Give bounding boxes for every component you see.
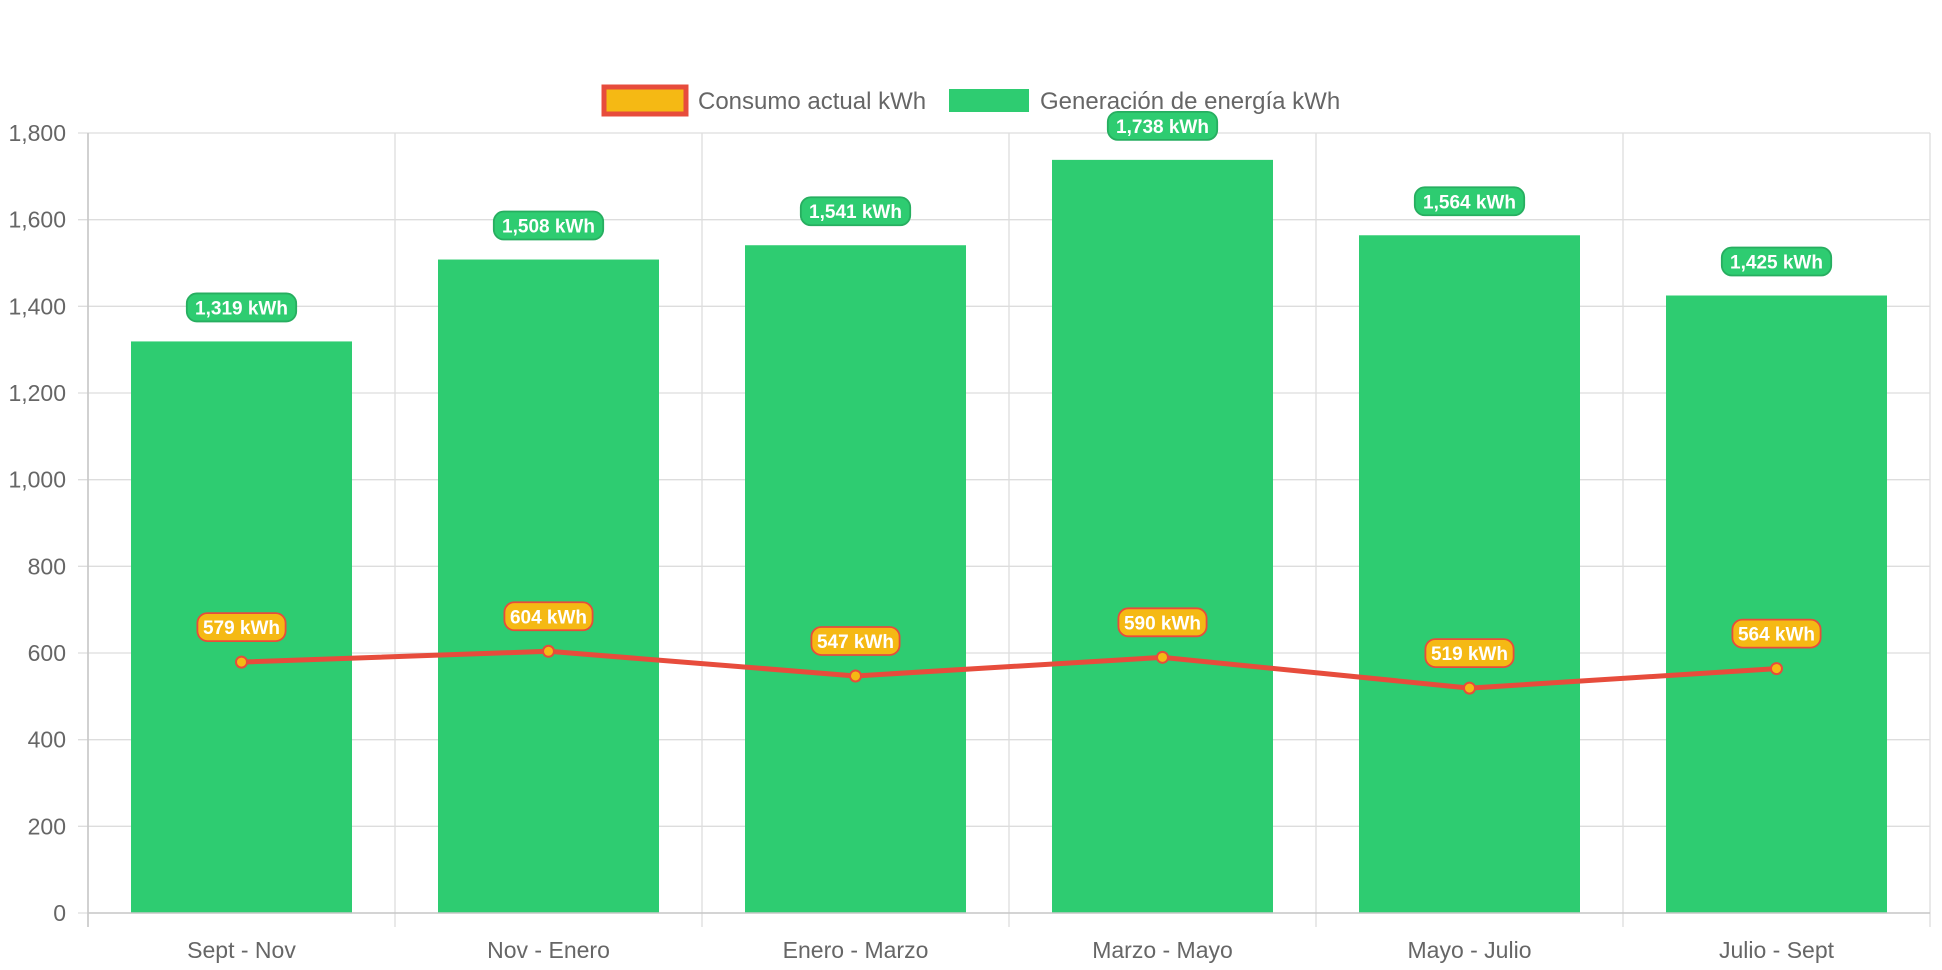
x-tick-label: Nov - Enero <box>487 937 610 963</box>
legend-swatch-consumo[interactable] <box>601 84 689 117</box>
data-label-generacion-box <box>799 196 912 227</box>
data-label-consumo-box <box>503 601 594 632</box>
data-label-consumo: 579 kWh <box>203 618 280 639</box>
axes: 0 200 400 600 800 1,000 1,200 1,400 1,600 1,800 Se… <box>8 120 1930 963</box>
data-label-consumo-box <box>1424 638 1515 668</box>
x-tick-label: Enero - Marzo <box>783 937 929 963</box>
bar-generacion <box>1052 159 1273 913</box>
point-consumo <box>1770 662 1783 676</box>
data-label-generacion-box <box>492 210 605 241</box>
y-tick-label: 1,600 <box>8 207 66 233</box>
point-consumo <box>542 644 555 658</box>
x-tick-label: Julio - Sept <box>1719 937 1835 963</box>
y-tick-label: 1,800 <box>8 120 66 146</box>
data-label-generacion: 1,738 kWh <box>1116 117 1209 138</box>
point-consumo <box>1156 650 1169 664</box>
data-label-generacion: 1,319 kWh <box>195 298 288 319</box>
legend-label-consumo[interactable]: Consumo actual kWh <box>698 88 926 115</box>
data-label-generacion-box <box>1106 110 1219 141</box>
bar-generacion <box>745 245 966 913</box>
point-consumo <box>1463 681 1476 695</box>
y-tick-label: 1,000 <box>8 467 66 493</box>
data-label-generacion: 1,541 kWh <box>809 202 902 223</box>
y-tick-label: 1,400 <box>8 293 66 319</box>
data-label-consumo: 547 kWh <box>817 632 894 653</box>
data-label-generacion-box <box>185 292 298 323</box>
point-consumo <box>235 655 248 669</box>
data-label-consumo-box <box>1117 607 1208 638</box>
line-series <box>235 644 1783 695</box>
bar-generacion <box>438 259 659 913</box>
data-label-consumo: 604 kWh <box>510 607 587 628</box>
data-label-generacion: 1,564 kWh <box>1423 192 1516 213</box>
y-tick-label: 600 <box>28 640 66 666</box>
bar-generacion <box>1359 235 1580 913</box>
data-label-generacion: 1,425 kWh <box>1730 253 1823 274</box>
x-tick-label: Mayo - Julio <box>1408 937 1532 963</box>
legend-swatch-generacion[interactable] <box>949 89 1029 112</box>
data-label-consumo-box <box>196 612 287 642</box>
y-tick-label: 200 <box>28 813 66 839</box>
data-label-consumo: 590 kWh <box>1124 613 1201 634</box>
x-tick-label: Marzo - Mayo <box>1092 937 1233 963</box>
bar-series <box>131 159 1887 913</box>
data-labels: 1,319 kWh 1,508 kWh 1,541 kWh 1,738 kWh 1,56… <box>185 110 1833 668</box>
data-label-consumo: 564 kWh <box>1738 625 1815 646</box>
data-label-generacion-box <box>1413 186 1526 217</box>
y-tick-label: 0 <box>53 900 66 926</box>
data-label-generacion-box <box>1720 246 1833 277</box>
y-tick-label: 400 <box>28 727 66 753</box>
point-consumo <box>849 669 862 683</box>
legend: Consumo actual kWh Generación de energía… <box>601 84 1340 117</box>
data-label-consumo-box <box>1731 618 1822 649</box>
x-tick-label: Sept - Nov <box>187 937 296 963</box>
data-label-consumo-box <box>810 626 901 656</box>
data-label-generacion: 1,508 kWh <box>502 217 595 238</box>
y-tick-label: 1,200 <box>8 380 66 406</box>
legend-label-generacion[interactable]: Generación de energía kWh <box>1040 88 1340 115</box>
line-consumo <box>241 648 1777 691</box>
bar-generacion <box>1666 295 1887 913</box>
y-tick-label: 800 <box>28 553 66 579</box>
grid-lines <box>78 132 1931 927</box>
data-label-consumo: 519 kWh <box>1431 644 1508 665</box>
